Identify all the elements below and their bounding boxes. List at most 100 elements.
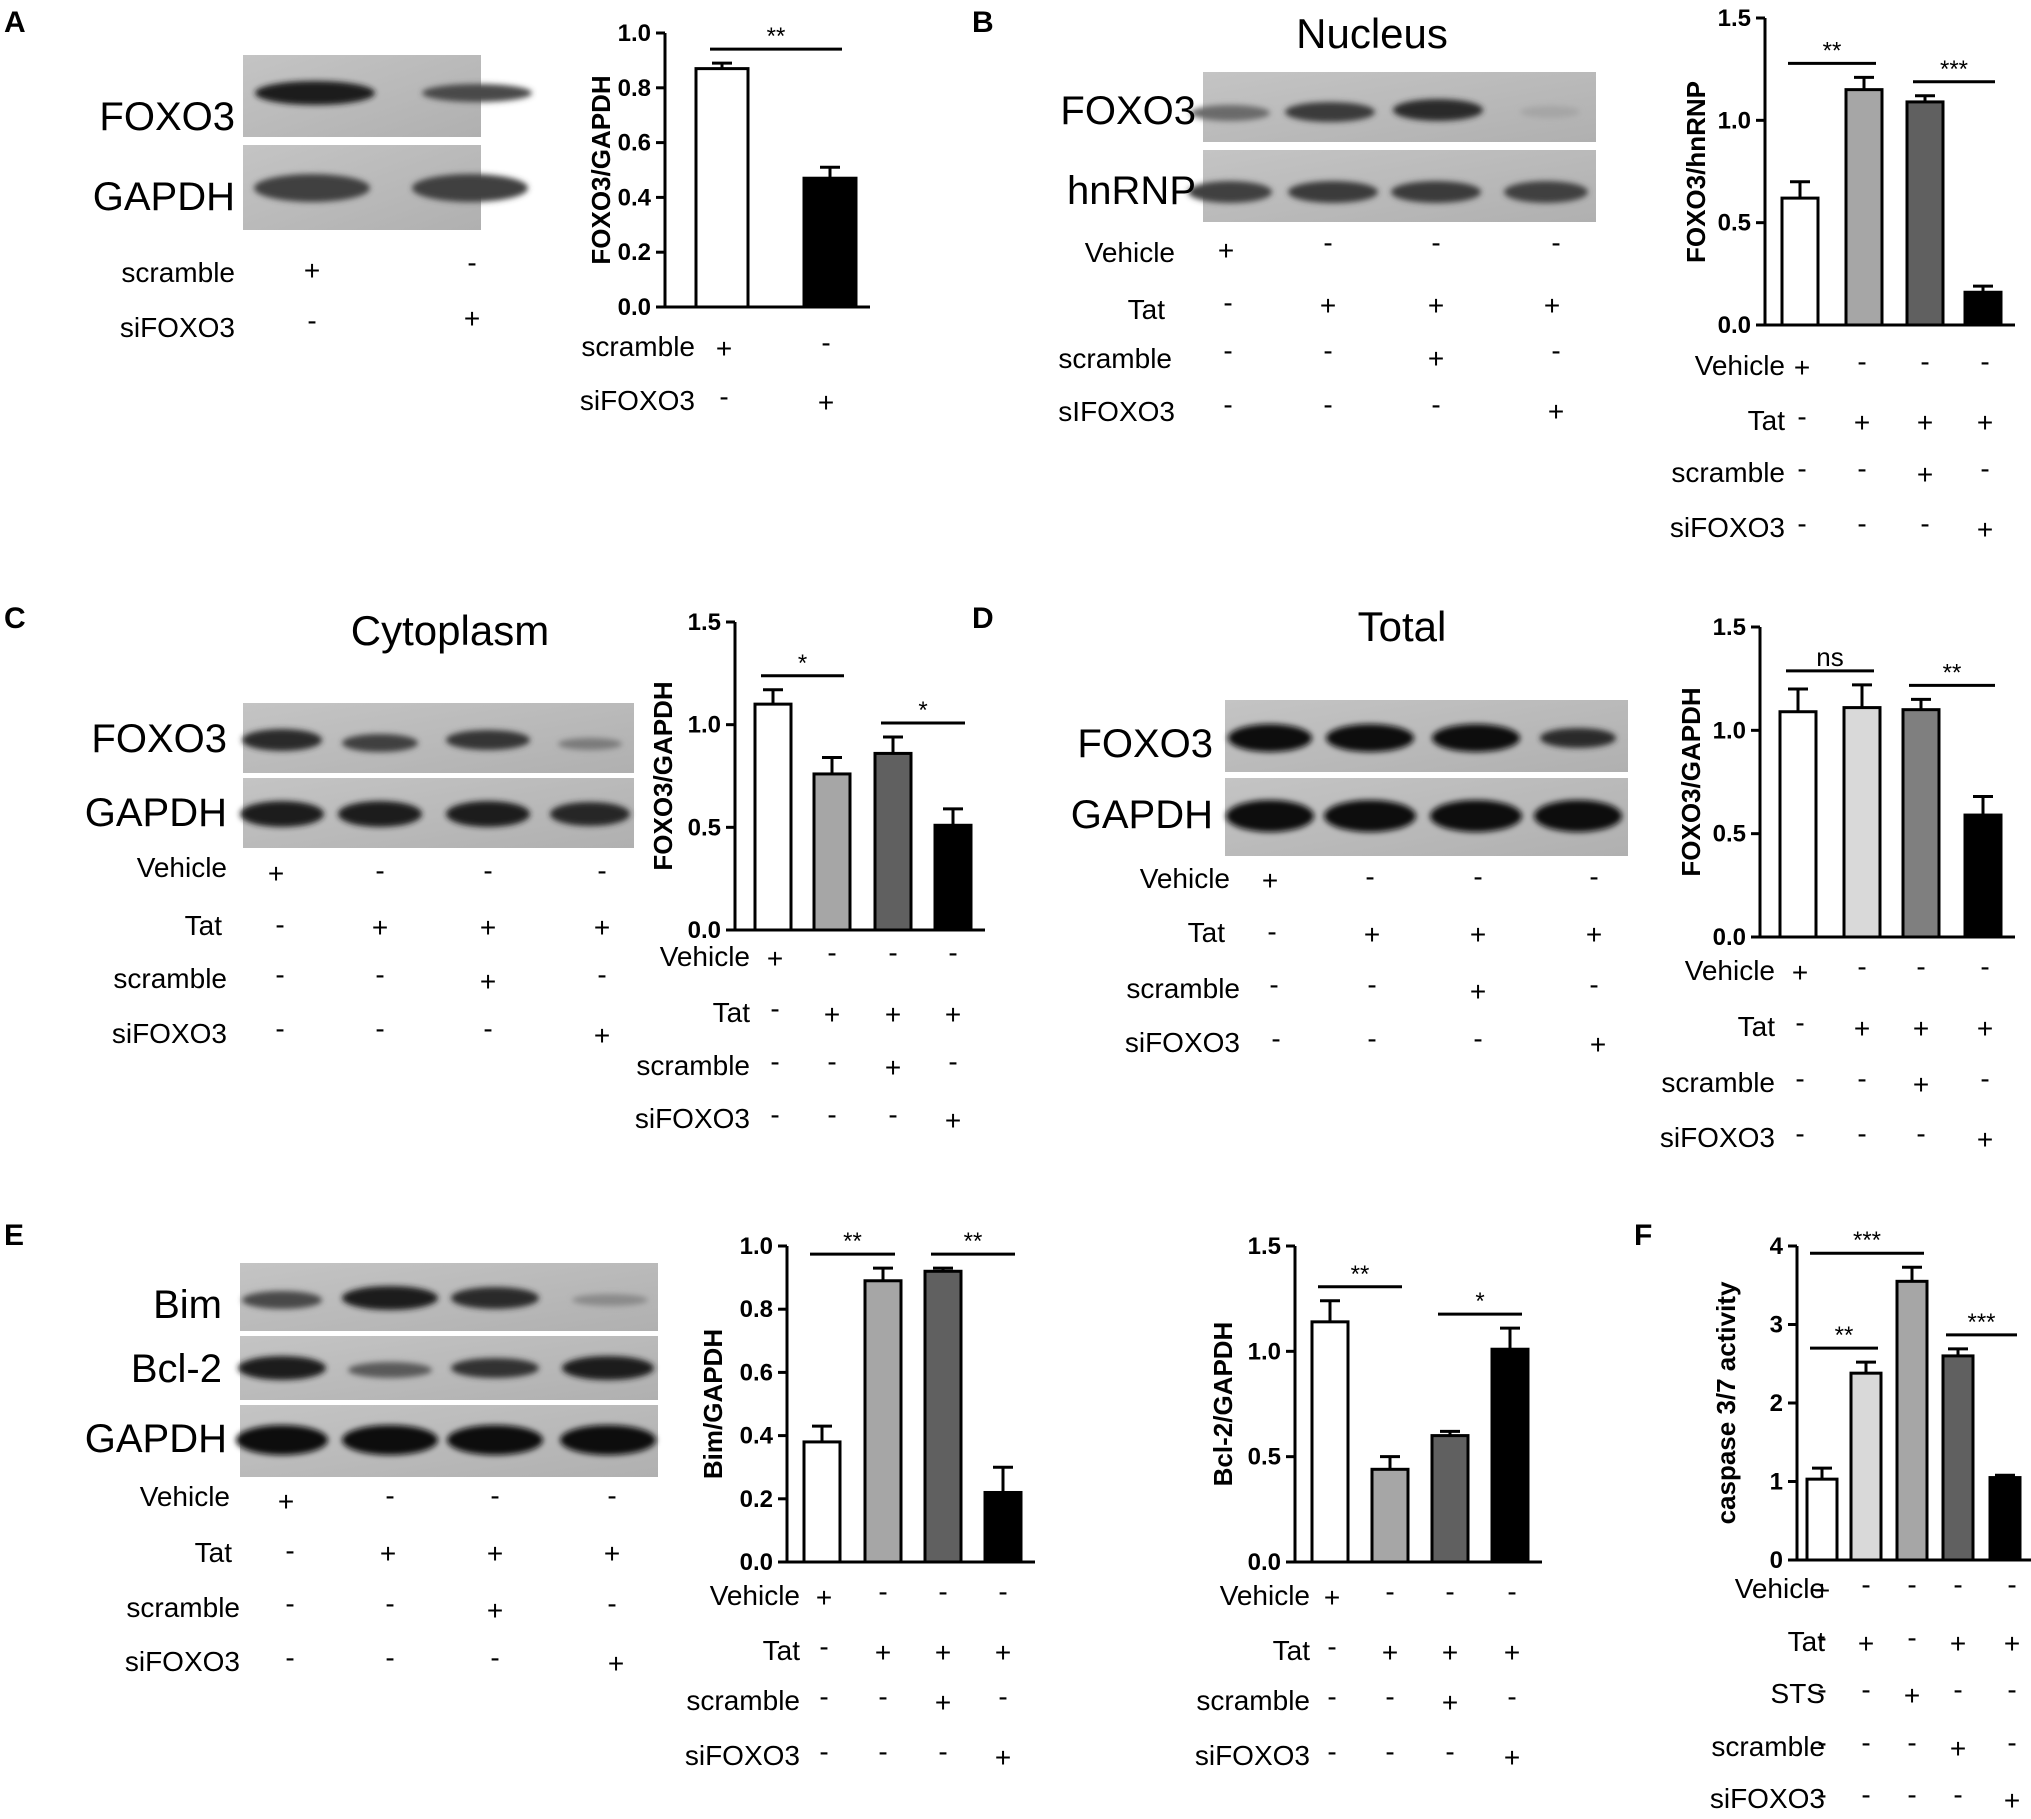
blot-a-row-label: siFOXO3	[120, 312, 235, 343]
panel-letter-c: C	[4, 602, 26, 635]
condition-sign: -	[998, 1576, 1007, 1607]
condition-label: siFOXO3	[1670, 512, 1785, 543]
condition-sign: +	[945, 999, 961, 1030]
bar	[1895, 1279, 1929, 1562]
condition-sign: -	[2007, 1674, 2016, 1705]
condition-sign: -	[1857, 1118, 1866, 1149]
condition-sign: -	[1445, 1576, 1454, 1607]
condition-sign: -	[1327, 1681, 1336, 1712]
blot-a-label-foxo3: FOXO3	[99, 95, 235, 139]
significance-label: ***	[1967, 1309, 1995, 1336]
y-tick-label: 1.0	[1248, 1338, 1281, 1365]
blot-e-sign: -	[385, 1588, 394, 1619]
y-tick-label: 0.8	[618, 75, 651, 102]
condition-label: Vehicle	[1735, 1573, 1825, 1604]
blot-d-sign: -	[1589, 861, 1598, 892]
condition-sign: -	[1907, 1779, 1916, 1810]
condition-sign: -	[1817, 1674, 1826, 1705]
blot-d: Total FOXO3 GAPDH Vehicle Tat scramble s…	[1071, 603, 1628, 1060]
condition-label: scramble	[636, 1050, 750, 1081]
blot-e-sign: -	[285, 1535, 294, 1566]
condition-sign: +	[1917, 407, 1933, 438]
y-tick-label: 1.0	[1718, 107, 1751, 134]
condition-sign: -	[948, 937, 957, 968]
condition-sign: -	[827, 937, 836, 968]
condition-sign: -	[1861, 1779, 1870, 1810]
blot-d-row-label: Vehicle	[1140, 863, 1230, 894]
y-tick-label: 0.6	[740, 1359, 773, 1386]
blot-e-band	[451, 1287, 539, 1309]
condition-label: siFOXO3	[635, 1103, 750, 1134]
condition-sign: +	[1814, 1575, 1830, 1606]
blot-e-band	[242, 1291, 322, 1309]
blot-c-sign: -	[375, 855, 384, 886]
condition-label: STS	[1771, 1678, 1825, 1709]
y-tick-label: 0.0	[1248, 1549, 1281, 1576]
blot-d-row-label: siFOXO3	[1125, 1027, 1240, 1058]
condition-label: Tat	[713, 997, 751, 1028]
condition-sign: -	[1385, 1736, 1394, 1767]
significance-label: **	[843, 1228, 862, 1255]
condition-sign: -	[1795, 1063, 1804, 1094]
blot-e-sign: -	[285, 1642, 294, 1673]
condition-sign: +	[1854, 407, 1870, 438]
blot-e-label-bim: Bim	[153, 1283, 222, 1327]
blot-e-row-label: scramble	[126, 1592, 240, 1623]
blot-d-band	[1226, 800, 1314, 832]
condition-label: scramble	[1671, 457, 1785, 488]
condition-sign: +	[885, 999, 901, 1030]
blot-a-row-label: scramble	[121, 257, 235, 288]
bar	[1988, 1476, 2022, 1562]
condition-label: Vehicle	[1695, 350, 1785, 381]
bar	[1905, 100, 1945, 327]
condition-sign: -	[878, 1681, 887, 1712]
condition-sign: -	[1916, 1118, 1925, 1149]
y-tick-label: 1.0	[688, 712, 721, 739]
panel-letter-e: E	[4, 1219, 24, 1252]
condition-label: scramble	[1711, 1731, 1825, 1762]
blot-c-sign: -	[275, 909, 284, 940]
condition-sign: -	[770, 1099, 779, 1130]
condition-sign: +	[875, 1637, 891, 1668]
blot-c-sign: -	[275, 1013, 284, 1044]
condition-sign: -	[1795, 1118, 1804, 1149]
y-tick-label: 0.0	[618, 294, 651, 321]
blot-a-label-gapdh: GAPDH	[93, 175, 235, 219]
condition-sign: +	[767, 943, 783, 974]
condition-label: siFOXO3	[685, 1740, 800, 1771]
y-axis-label: FOXO3/GAPDH	[648, 681, 678, 870]
panel-letter-d: D	[972, 602, 994, 635]
y-tick-label: 1.5	[1718, 5, 1751, 32]
blot-e-band	[560, 1425, 656, 1455]
blot-c-band	[338, 801, 422, 827]
blot-b-row-label: scramble	[1058, 343, 1172, 374]
blot-e-sign: +	[604, 1538, 620, 1569]
blot-e-band	[451, 1358, 539, 1378]
condition-sign: +	[1442, 1637, 1458, 1668]
blot-c-band	[550, 802, 630, 826]
blot-d-label-foxo3: FOXO3	[1077, 722, 1213, 766]
blot-a-band	[255, 81, 375, 105]
y-tick-label: 0.5	[1713, 821, 1746, 848]
condition-sign: +	[1504, 1742, 1520, 1773]
condition-label: Vehicle	[1685, 955, 1775, 986]
bar	[1310, 1320, 1350, 1564]
condition-sign: +	[2004, 1628, 2020, 1659]
blot-b-sign: -	[1223, 335, 1232, 366]
condition-sign: -	[878, 1736, 887, 1767]
blot-c-sign: +	[268, 858, 284, 889]
blot-d-sign: +	[1470, 919, 1486, 950]
y-tick-label: 2	[1770, 1390, 1783, 1417]
condition-sign: -	[998, 1681, 1007, 1712]
condition-sign: -	[1980, 346, 1989, 377]
condition-sign: -	[1817, 1622, 1826, 1653]
y-tick-label: 0	[1770, 1547, 1783, 1574]
blot-d-band	[1540, 728, 1616, 748]
blot-d-sign: -	[1269, 969, 1278, 1000]
condition-sign: -	[1980, 1063, 1989, 1094]
blot-b-sign: -	[1431, 389, 1440, 420]
blot-b-row-label: sIFOXO3	[1058, 396, 1175, 427]
blot-c-sign: +	[594, 912, 610, 943]
